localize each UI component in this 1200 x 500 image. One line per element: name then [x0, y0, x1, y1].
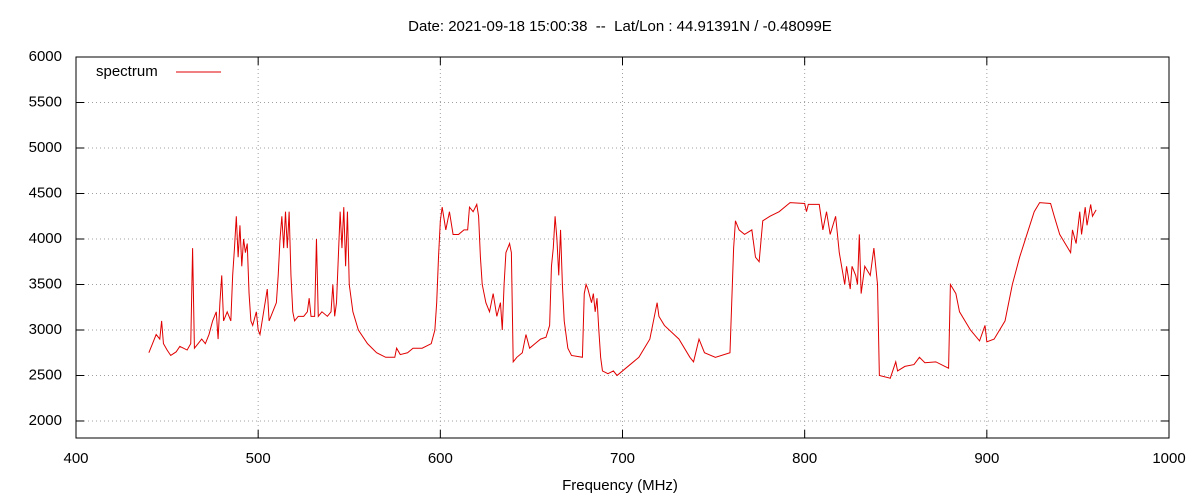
legend-label: spectrum [96, 63, 158, 80]
x-tick-label: 700 [610, 450, 635, 467]
chart-title: Date: 2021-09-18 15:00:38 -- Lat/Lon : 4… [408, 18, 832, 35]
y-tick-label: 2500 [29, 366, 62, 383]
x-tick-label: 600 [428, 450, 453, 467]
y-tick-label: 3000 [29, 321, 62, 338]
y-tick-label: 5000 [29, 139, 62, 156]
x-tick-label: 900 [974, 450, 999, 467]
x-tick-label: 400 [63, 450, 88, 467]
y-tick-label: 3500 [29, 275, 62, 292]
x-axis-label: Frequency (MHz) [562, 477, 678, 494]
y-tick-label: 6000 [29, 48, 62, 65]
x-tick-label: 1000 [1152, 450, 1185, 467]
y-tick-label: 5500 [29, 93, 62, 110]
y-tick-label: 4500 [29, 184, 62, 201]
y-tick-label: 4000 [29, 230, 62, 247]
x-tick-label: 500 [246, 450, 271, 467]
plot-frame [75, 56, 1170, 439]
y-tick-label: 2000 [29, 412, 62, 429]
x-tick-label: 800 [792, 450, 817, 467]
series-line [148, 202, 1097, 379]
